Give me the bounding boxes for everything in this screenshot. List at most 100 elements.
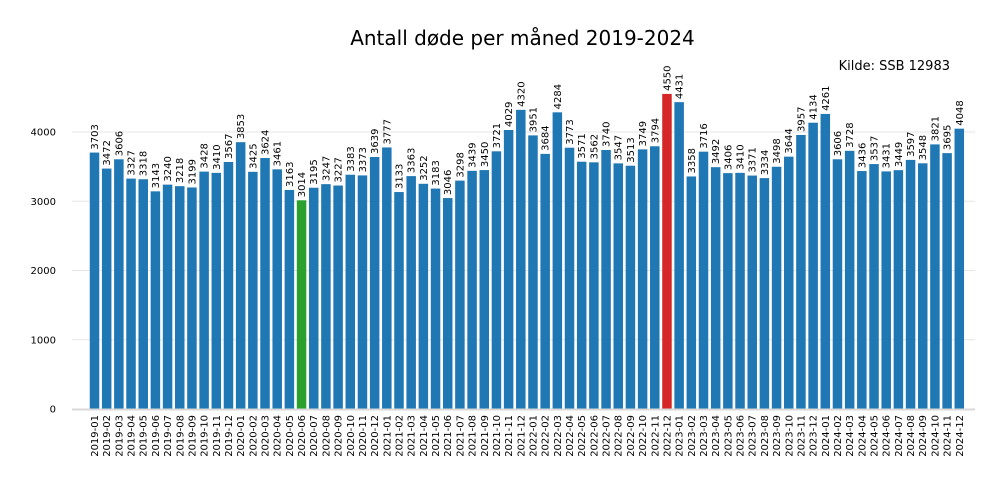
x-tick-label: 2021-10 bbox=[492, 415, 503, 457]
data-label: 3252 bbox=[419, 155, 430, 180]
bar bbox=[723, 173, 733, 409]
data-label: 3163 bbox=[285, 162, 296, 187]
x-tick-label: 2022-12 bbox=[662, 415, 673, 457]
x-tick-label: 2021-07 bbox=[455, 415, 466, 457]
x-tick-label: 2020-06 bbox=[297, 415, 308, 457]
data-label: 4029 bbox=[504, 102, 515, 127]
x-tick-label: 2021-01 bbox=[382, 415, 393, 457]
x-tick-label: 2021-12 bbox=[516, 415, 527, 457]
bar bbox=[284, 189, 295, 409]
x-tick-label: 2023-11 bbox=[796, 415, 807, 457]
bar bbox=[589, 162, 599, 409]
data-label: 3728 bbox=[845, 122, 856, 147]
x-tick-label: 2022-01 bbox=[528, 415, 539, 457]
bar bbox=[516, 109, 526, 409]
data-label: 4550 bbox=[662, 65, 673, 90]
data-label: 3749 bbox=[638, 121, 649, 146]
data-label: 3571 bbox=[577, 133, 588, 158]
x-tick-label: 2022-05 bbox=[577, 415, 588, 457]
data-label: 3439 bbox=[468, 142, 479, 167]
data-label: 3606 bbox=[833, 131, 844, 156]
y-tick-label: 0 bbox=[50, 405, 56, 416]
bar bbox=[674, 102, 684, 409]
bar bbox=[540, 153, 550, 409]
bar bbox=[89, 152, 100, 409]
x-tick-label: 2024-06 bbox=[882, 415, 893, 457]
data-label: 3014 bbox=[297, 172, 308, 197]
y-tick-label: 1000 bbox=[31, 335, 56, 346]
bar bbox=[832, 159, 843, 409]
x-tick-label: 2022-06 bbox=[589, 415, 600, 457]
data-label: 3567 bbox=[224, 134, 235, 159]
x-tick-label: 2023-01 bbox=[675, 415, 686, 457]
x-tick-label: 2022-02 bbox=[541, 415, 552, 457]
bar bbox=[430, 188, 441, 409]
data-label: 3318 bbox=[139, 151, 150, 176]
x-tick-label: 2022-11 bbox=[650, 415, 661, 457]
data-label: 4320 bbox=[516, 81, 527, 106]
data-label: 3597 bbox=[906, 131, 917, 156]
data-label: 4284 bbox=[553, 84, 564, 109]
data-label: 3773 bbox=[565, 119, 576, 144]
x-tick-label: 2020-04 bbox=[273, 415, 284, 457]
data-label: 3449 bbox=[894, 142, 905, 167]
x-tick-label: 2022-04 bbox=[565, 415, 576, 457]
x-tick-label: 2024-02 bbox=[833, 415, 844, 457]
x-tick-label: 2019-09 bbox=[187, 415, 198, 457]
data-label: 3777 bbox=[382, 119, 393, 144]
bar bbox=[223, 161, 234, 409]
data-label: 3247 bbox=[321, 156, 332, 181]
bar bbox=[893, 170, 904, 409]
bar bbox=[601, 150, 611, 409]
data-label: 3740 bbox=[602, 122, 613, 147]
bar bbox=[528, 135, 538, 409]
x-tick-label: 2019-07 bbox=[163, 415, 174, 457]
bar bbox=[735, 172, 745, 409]
data-label: 3406 bbox=[723, 145, 734, 170]
bar bbox=[162, 184, 173, 409]
data-label: 3472 bbox=[102, 140, 113, 165]
data-label: 3195 bbox=[309, 159, 320, 184]
data-label: 3450 bbox=[480, 142, 491, 167]
bar bbox=[442, 198, 453, 409]
data-label: 3240 bbox=[163, 156, 174, 181]
bar bbox=[308, 187, 319, 409]
bar bbox=[650, 146, 660, 409]
y-tick-label: 2000 bbox=[31, 266, 56, 277]
x-tick-label: 2021-11 bbox=[504, 415, 515, 457]
x-tick-label: 2023-07 bbox=[748, 415, 759, 457]
bar bbox=[857, 171, 867, 409]
bar bbox=[942, 153, 952, 409]
bar bbox=[248, 171, 258, 409]
bar bbox=[686, 176, 697, 409]
data-label: 3703 bbox=[90, 124, 101, 149]
x-tick-label: 2020-05 bbox=[285, 415, 296, 457]
data-label: 3218 bbox=[175, 158, 186, 183]
bar bbox=[637, 149, 648, 409]
bar bbox=[235, 142, 246, 409]
data-label: 3334 bbox=[760, 150, 771, 175]
bar bbox=[199, 171, 209, 409]
data-label: 3046 bbox=[443, 170, 454, 195]
source-note: Kilde: SSB 12983 bbox=[838, 59, 950, 74]
bar bbox=[150, 191, 161, 409]
data-label: 3716 bbox=[699, 123, 710, 148]
data-label: 3371 bbox=[748, 147, 759, 172]
x-tick-label: 2022-08 bbox=[614, 415, 625, 457]
data-label: 3537 bbox=[870, 136, 881, 161]
bar bbox=[954, 128, 965, 409]
x-tick-label: 2024-10 bbox=[930, 415, 941, 457]
bar bbox=[796, 134, 806, 409]
x-tick-label: 2023-05 bbox=[723, 415, 734, 457]
bar bbox=[625, 165, 636, 409]
x-tick-label: 2024-03 bbox=[845, 415, 856, 457]
x-tick-label: 2024-09 bbox=[918, 415, 929, 457]
x-tick-label: 2019-01 bbox=[90, 415, 101, 457]
x-tick-label: 2019-06 bbox=[151, 415, 162, 457]
x-tick-label: 2019-11 bbox=[212, 415, 223, 457]
data-label: 3425 bbox=[248, 143, 259, 168]
x-tick-label: 2019-08 bbox=[175, 415, 186, 457]
x-tick-label: 2020-11 bbox=[358, 415, 369, 457]
x-tick-label: 2023-09 bbox=[772, 415, 783, 457]
